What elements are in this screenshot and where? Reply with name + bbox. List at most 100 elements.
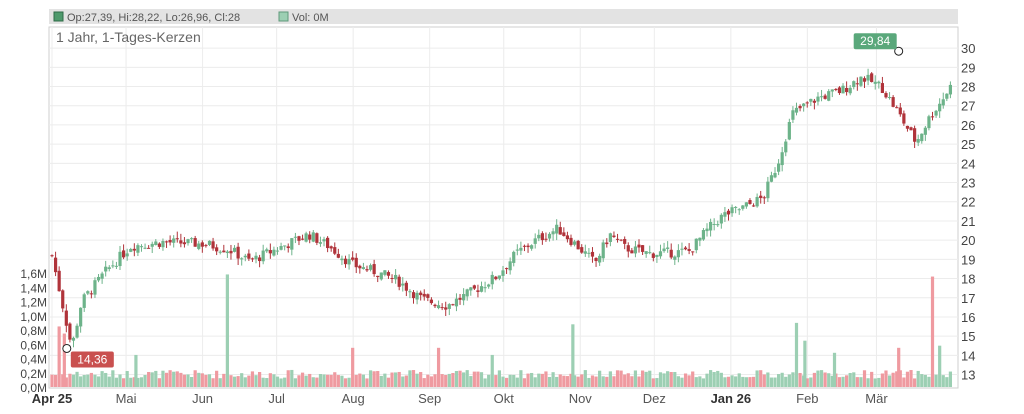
volume-bar (394, 372, 398, 387)
volume-bar (197, 372, 201, 387)
volume-bar (358, 373, 362, 387)
candle-body (193, 238, 197, 247)
candle-body (694, 238, 698, 251)
volume-bar (845, 375, 849, 387)
volume-bar (164, 372, 169, 387)
candle-body (186, 239, 190, 244)
candle-body (644, 251, 648, 254)
volume-bar (938, 345, 942, 387)
volume-bar (887, 375, 892, 387)
volume-tick-label: 0,6M (20, 338, 47, 352)
volume-bar (172, 371, 176, 387)
candle-body (376, 275, 380, 278)
candle-body (236, 246, 240, 259)
candle-body (465, 289, 469, 297)
candle-body (75, 325, 79, 338)
volume-bar (751, 376, 756, 387)
candle-body (805, 102, 809, 104)
candle-body (812, 100, 816, 103)
price-tick-label: 13 (961, 368, 975, 383)
volume-bar (644, 371, 648, 387)
volume-bar (662, 373, 666, 387)
volume-bar (658, 372, 663, 387)
volume-bar (326, 374, 330, 387)
candle-body (86, 291, 90, 294)
volume-bar (870, 371, 874, 387)
candle-body (755, 196, 759, 207)
volume-bar (512, 374, 516, 387)
candle-body (787, 122, 791, 140)
volume-bar (880, 373, 885, 387)
candle-body (71, 337, 76, 341)
volume-bar (687, 375, 691, 387)
candle-body (365, 269, 369, 271)
volume-bar (419, 372, 423, 387)
candle-body (275, 250, 280, 252)
volume-bar (769, 377, 774, 387)
candle-body (558, 227, 562, 235)
candle-body (909, 127, 913, 131)
price-tick-label: 29 (961, 60, 975, 75)
candle-body (884, 93, 888, 98)
volume-tick-label: 0,4M (20, 353, 47, 367)
candle-body (129, 249, 133, 252)
volume-tick-label: 1,2M (20, 296, 47, 310)
candle-body (82, 294, 86, 308)
candle-body (132, 248, 136, 251)
candle-body (286, 246, 290, 249)
candle-body (741, 205, 745, 209)
candle-body (404, 282, 408, 291)
candle-body (934, 110, 938, 116)
candle-body (229, 250, 233, 254)
candle-body (623, 239, 627, 244)
volume-bar (168, 370, 172, 387)
candle-body (887, 97, 892, 99)
time-tick-label: Feb (796, 391, 818, 406)
volume-bar (265, 378, 269, 387)
candle-body (630, 250, 634, 254)
volume-tick-label: 0,8M (20, 324, 47, 338)
candle-body (118, 251, 122, 267)
candle-body (794, 107, 799, 113)
volume-bar (275, 376, 280, 387)
volume-bar (343, 378, 348, 387)
volume-legend-swatch (278, 11, 289, 22)
candle-body (841, 85, 845, 94)
candle-body (898, 107, 902, 115)
volume-bar (200, 373, 204, 387)
volume-bar (494, 375, 498, 387)
volume-bar (927, 376, 931, 387)
time-tick-label: Jun (192, 391, 213, 406)
candle-body (712, 223, 716, 225)
candle-body (823, 95, 827, 99)
candle-body (454, 298, 459, 307)
volume-bar (100, 371, 104, 387)
volume-bar (794, 322, 799, 387)
volume-bar (134, 354, 138, 387)
candle-body (938, 103, 942, 112)
candle-body (719, 214, 723, 224)
volume-bar (837, 377, 842, 387)
candle-body (211, 241, 215, 249)
candle-body (619, 239, 623, 241)
candle-body (300, 238, 305, 240)
time-tick-label: Aug (342, 391, 365, 406)
volume-bar (236, 376, 240, 387)
time-tick-label: Dez (643, 391, 666, 406)
volume-bar (404, 375, 408, 387)
volume-bar (555, 376, 559, 387)
volume-bar (268, 373, 272, 387)
volume-bar (447, 373, 451, 387)
volume-bar (873, 378, 877, 387)
volume-bar (551, 372, 555, 387)
candle-body (612, 235, 616, 238)
volume-bar (93, 374, 97, 387)
candle-body (53, 257, 58, 273)
candle-body (562, 232, 566, 236)
volume-bar (934, 374, 938, 387)
volume-bar (182, 374, 187, 387)
candle-body (726, 210, 731, 215)
volume-bar (483, 378, 487, 387)
high-marker (894, 46, 904, 56)
candle-body (114, 265, 119, 267)
